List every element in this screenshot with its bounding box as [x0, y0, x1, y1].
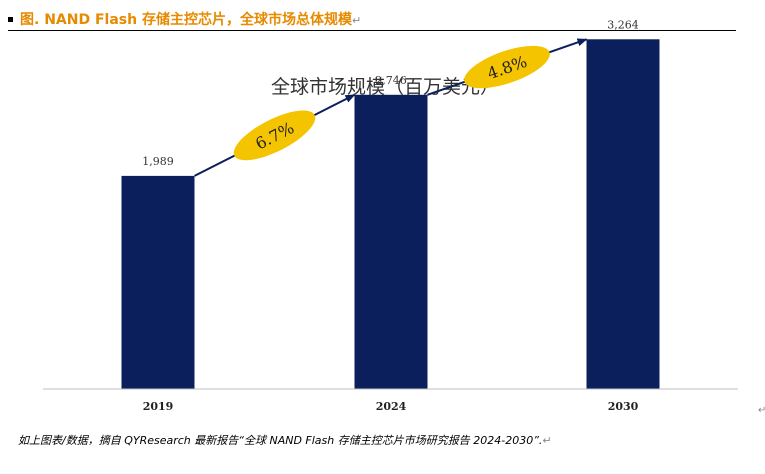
data-label-2019: 1,989	[142, 155, 174, 168]
source-caption: 如上图表/数据，摘自 QYResearch 最新报告“全球 NAND Flash…	[18, 432, 552, 448]
tick-label-2030: 2030	[608, 400, 639, 413]
side-paragraph-mark: ↵	[758, 405, 765, 416]
source-caption-text: 如上图表/数据，摘自 QYResearch 最新报告“全球 NAND Flash…	[18, 434, 543, 447]
bar-2019	[121, 175, 195, 389]
caption-paragraph-mark: ↵	[542, 434, 552, 447]
chart-title: 全球市场规模（百万美元）	[271, 76, 499, 98]
tick-label-2019: 2019	[143, 400, 174, 413]
bar-2030	[586, 39, 660, 390]
figure-prefix: 图.	[20, 12, 40, 28]
growth-badge-2	[464, 45, 550, 89]
figure-title-text: NAND Flash 存储主控芯片，全球市场总体规模	[44, 12, 352, 28]
bar-2024	[354, 94, 428, 390]
growth-badge-1	[233, 110, 316, 161]
header-bullet	[8, 17, 13, 22]
data-label-2024: 2,746	[375, 74, 407, 87]
data-label-2030: 3,264	[607, 18, 639, 31]
paragraph-mark: ↵	[351, 14, 362, 27]
figure-header: 图. NAND Flash 存储主控芯片，全球市场总体规模↵	[8, 6, 736, 31]
figure-title: 图. NAND Flash 存储主控芯片，全球市场总体规模↵	[20, 9, 361, 29]
tick-label-2024: 2024	[376, 400, 407, 413]
